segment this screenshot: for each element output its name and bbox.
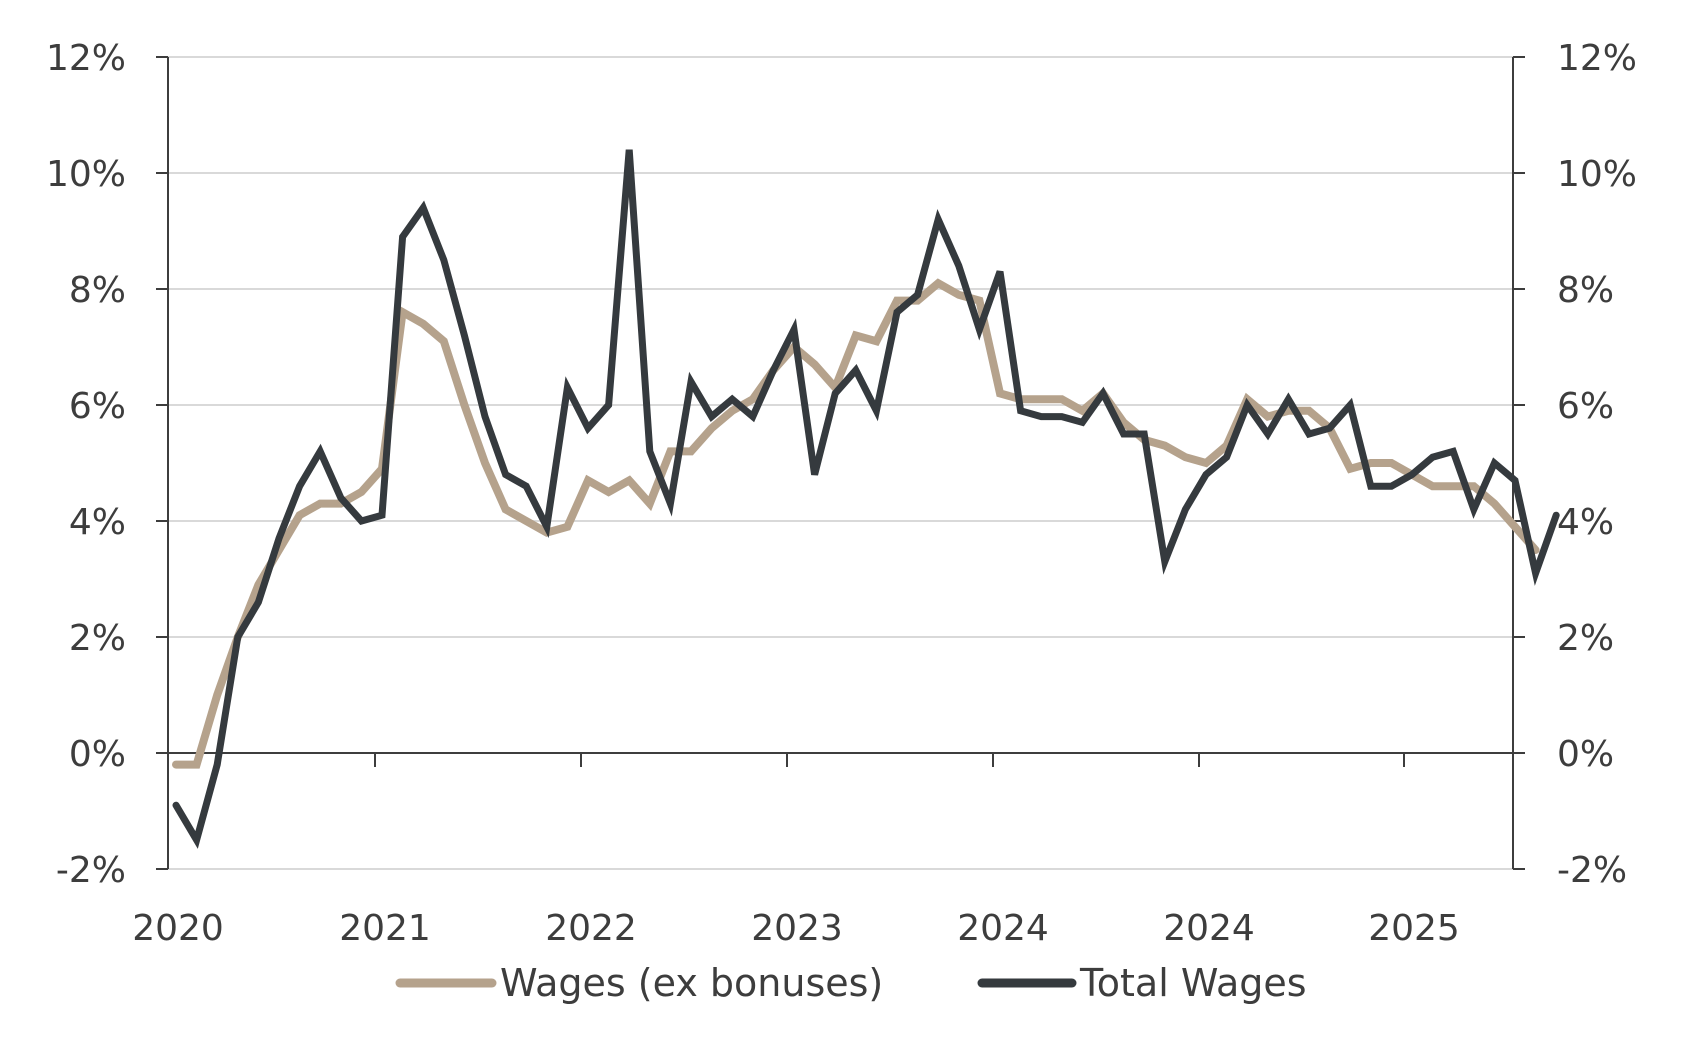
x-tick-label: 2025 [1368,908,1460,949]
series-line-total-wages [172,149,1560,849]
gridlines [168,56,1513,870]
y-tick-label-right: 12% [1557,38,1637,79]
y-tick-label-right: 2% [1557,618,1614,659]
x-tick-label: 2024 [1163,908,1255,949]
x-tick-label: 2022 [545,908,637,949]
y-tick-label-left: 4% [69,502,126,543]
axes [156,56,1525,870]
y-tick-label-left: 8% [69,270,126,311]
y-axis-right-labels: 12% 10% 8% 6% 4% 2% 0% -2% [1557,38,1637,891]
series-lines [172,149,1560,849]
y-tick-label-right: 8% [1557,270,1614,311]
x-tick-label: 2024 [957,908,1049,949]
legend: Wages (ex bonuses) Total Wages [395,961,1307,1005]
legend-label: Wages (ex bonuses) [500,961,883,1005]
y-tick-label-right: 0% [1557,734,1614,775]
y-tick-label-right: 4% [1557,502,1614,543]
y-tick-label-left: 0% [69,734,126,775]
y-tick-label-left: 2% [69,618,126,659]
y-tick-label-right: 6% [1557,386,1614,427]
x-tick-label: 2021 [339,908,431,949]
y-tick-label-left: 12% [46,38,126,79]
x-axis-labels: 2020 2021 2022 2023 2024 2024 2025 [132,908,1460,949]
y-tick-label-left: -2% [56,850,126,891]
x-tick-label: 2023 [751,908,843,949]
y-tick-label-right: 10% [1557,154,1637,195]
series-line-wages-ex-bonuses [172,278,1540,769]
x-tick-label: 2020 [132,908,224,949]
y-axis-left-labels: 12% 10% 8% 6% 4% 2% 0% -2% [46,38,126,891]
y-tick-label-left: 6% [69,386,126,427]
legend-label: Total Wages [1079,961,1307,1005]
y-tick-label-right: -2% [1557,850,1627,891]
y-tick-label-left: 10% [46,154,126,195]
